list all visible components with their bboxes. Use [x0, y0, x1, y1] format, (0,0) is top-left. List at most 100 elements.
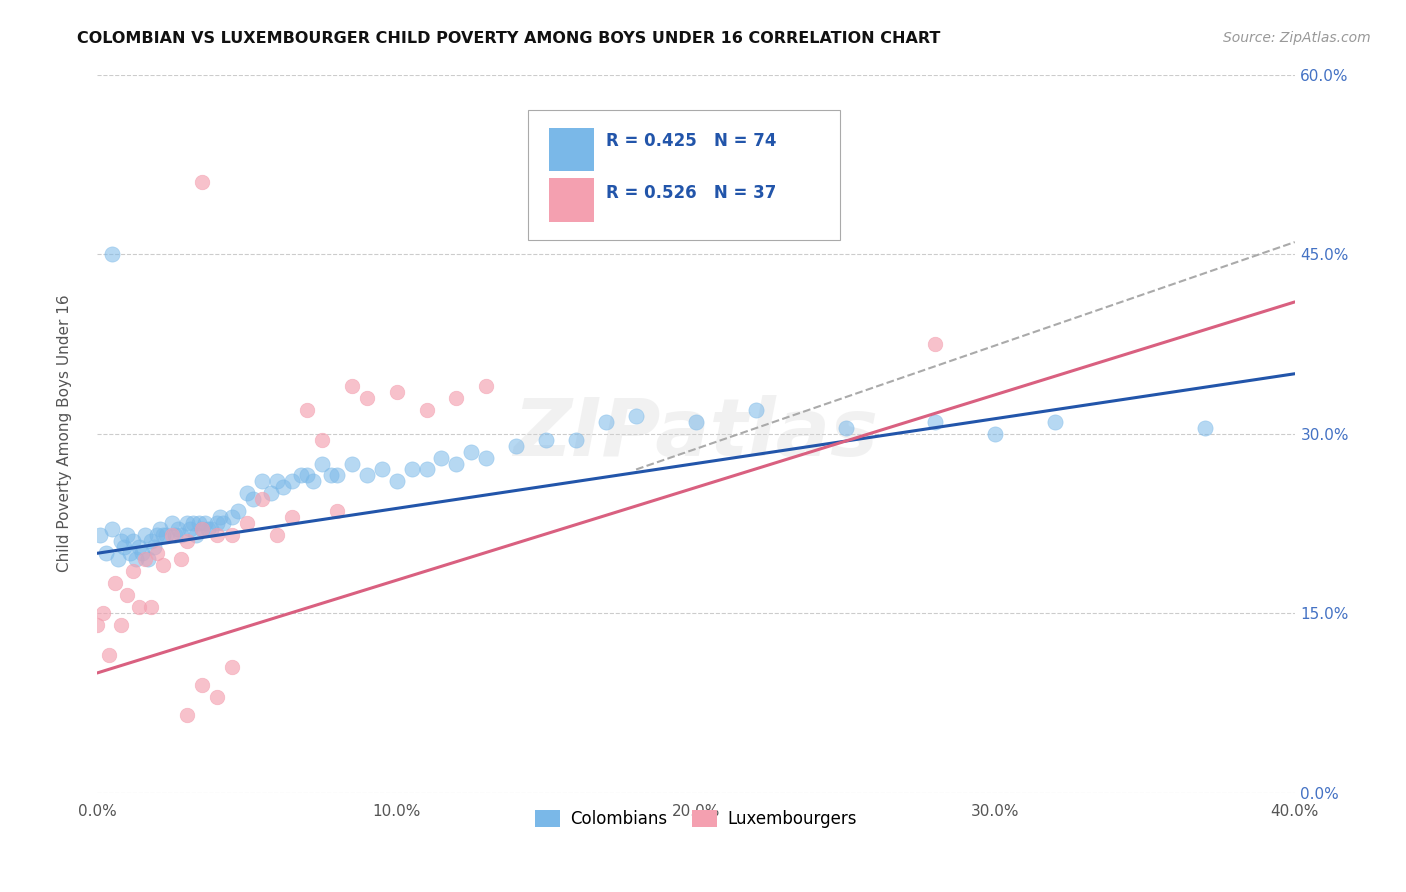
- Point: [1194, 420, 1216, 434]
- Point: [170, 552, 193, 566]
- Point: [260, 486, 283, 500]
- Point: [205, 690, 228, 704]
- Point: [194, 516, 217, 531]
- Point: [197, 522, 219, 536]
- Point: [155, 528, 177, 542]
- Point: [208, 510, 231, 524]
- Point: [136, 552, 159, 566]
- Point: [98, 648, 121, 662]
- Point: [415, 462, 437, 476]
- Point: [221, 528, 243, 542]
- Point: [212, 516, 235, 531]
- Point: [325, 468, 347, 483]
- Point: [624, 409, 647, 423]
- Point: [160, 516, 183, 531]
- Point: [101, 522, 124, 536]
- Point: [536, 433, 558, 447]
- Point: [401, 462, 423, 476]
- Point: [236, 486, 259, 500]
- Point: [370, 462, 392, 476]
- Point: [86, 618, 108, 632]
- Point: [430, 450, 453, 465]
- Point: [415, 402, 437, 417]
- Point: [460, 444, 482, 458]
- Point: [475, 450, 498, 465]
- Point: [91, 606, 114, 620]
- Point: [325, 504, 347, 518]
- Point: [385, 384, 408, 399]
- Point: [122, 534, 145, 549]
- Point: [176, 516, 198, 531]
- Text: R = 0.526   N = 37: R = 0.526 N = 37: [606, 184, 776, 202]
- Point: [176, 534, 198, 549]
- Point: [176, 707, 198, 722]
- Point: [301, 475, 323, 489]
- Point: [385, 475, 408, 489]
- Point: [205, 528, 228, 542]
- Point: [266, 528, 288, 542]
- Point: [188, 516, 211, 531]
- Point: [446, 391, 468, 405]
- Point: [128, 541, 150, 555]
- Point: [107, 552, 129, 566]
- Point: [134, 552, 156, 566]
- Point: [112, 541, 135, 555]
- Point: [356, 391, 378, 405]
- Point: [160, 528, 183, 542]
- Point: [134, 528, 156, 542]
- Point: [115, 528, 138, 542]
- Point: [924, 415, 946, 429]
- Point: [110, 618, 132, 632]
- Point: [205, 516, 228, 531]
- Point: [125, 552, 148, 566]
- Point: [281, 510, 304, 524]
- Point: [311, 457, 333, 471]
- Point: [143, 541, 166, 555]
- Point: [104, 576, 127, 591]
- Y-axis label: Child Poverty Among Boys Under 16: Child Poverty Among Boys Under 16: [58, 294, 72, 573]
- Point: [128, 600, 150, 615]
- Point: [340, 457, 363, 471]
- Point: [170, 528, 193, 542]
- Point: [271, 480, 294, 494]
- Point: [191, 175, 214, 189]
- Text: ZIPatlas: ZIPatlas: [513, 394, 879, 473]
- Point: [221, 660, 243, 674]
- Point: [250, 492, 273, 507]
- Point: [984, 426, 1007, 441]
- Point: [115, 588, 138, 602]
- Point: [242, 492, 264, 507]
- Point: [146, 528, 169, 542]
- Point: [149, 522, 172, 536]
- FancyBboxPatch shape: [529, 111, 839, 240]
- Point: [446, 457, 468, 471]
- Point: [191, 678, 214, 692]
- Point: [226, 504, 249, 518]
- Point: [89, 528, 111, 542]
- Point: [146, 546, 169, 560]
- Point: [96, 546, 118, 560]
- Point: [122, 564, 145, 578]
- Point: [266, 475, 288, 489]
- Point: [101, 247, 124, 261]
- Point: [191, 522, 214, 536]
- Point: [200, 522, 222, 536]
- Point: [475, 378, 498, 392]
- Point: [1045, 415, 1067, 429]
- Point: [181, 516, 204, 531]
- Text: R = 0.425   N = 74: R = 0.425 N = 74: [606, 132, 776, 150]
- Point: [110, 534, 132, 549]
- Point: [184, 528, 207, 542]
- Point: [685, 415, 707, 429]
- Point: [295, 468, 318, 483]
- Point: [290, 468, 312, 483]
- Point: [311, 433, 333, 447]
- Point: [319, 468, 342, 483]
- Point: [179, 522, 201, 536]
- Point: [924, 336, 946, 351]
- Point: [236, 516, 259, 531]
- Point: [120, 546, 142, 560]
- Point: [834, 420, 856, 434]
- Point: [131, 546, 153, 560]
- Point: [221, 510, 243, 524]
